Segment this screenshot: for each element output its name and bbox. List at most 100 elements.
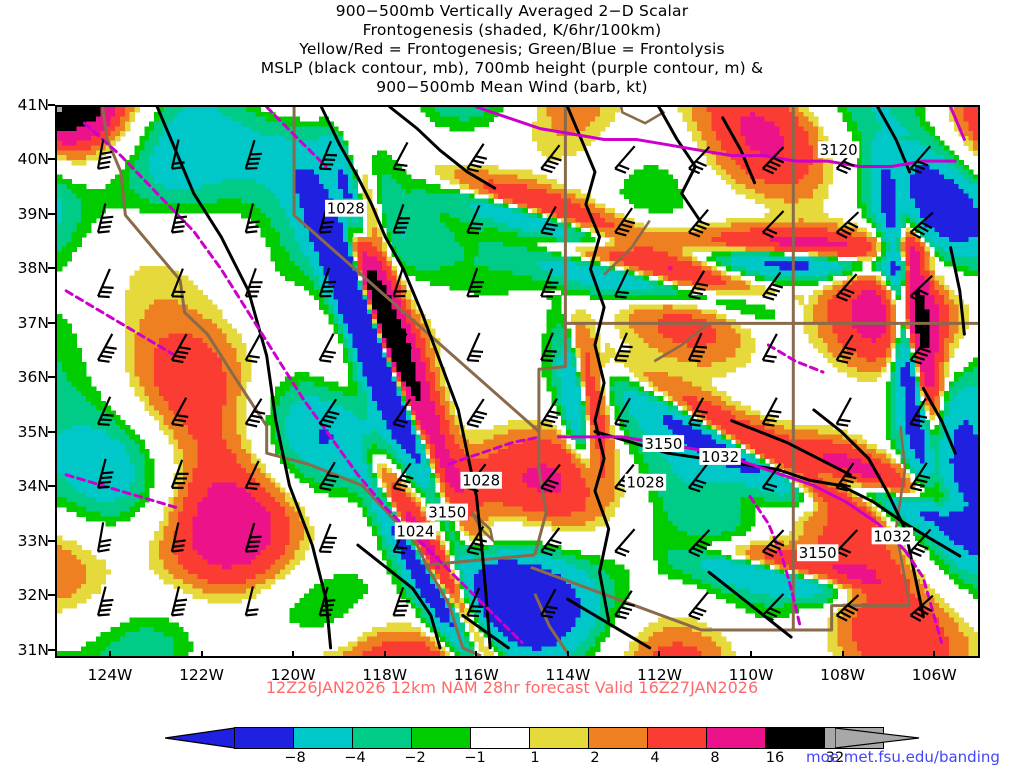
- wind-barb: [96, 203, 114, 234]
- wind-barb: [687, 397, 708, 427]
- mslp-contour-label: 1032: [871, 527, 914, 545]
- x-tick-mark: [475, 651, 478, 658]
- wind-barb: [688, 591, 709, 621]
- y-tick-label: 33N: [17, 531, 49, 550]
- wind-barb: [614, 528, 636, 557]
- colorbar-band: [529, 727, 589, 749]
- wind-barb: [688, 146, 711, 175]
- colorbar-tick: −8: [284, 750, 306, 766]
- wind-barb: [466, 332, 484, 363]
- wind-barb: [909, 462, 931, 492]
- y-tick-label: 39N: [17, 204, 49, 223]
- wind-barb: [392, 141, 409, 172]
- wind-barb: [762, 210, 785, 239]
- colorbar-tick: −2: [404, 750, 426, 766]
- wind-barb: [614, 332, 633, 362]
- title-line-1: 900−500mb Vertically Averaged 2−D Scalar: [335, 2, 689, 20]
- map-plot-area: 1028 1028 1024 1028 1032 1032 3120 3150 3150 3150: [55, 105, 980, 658]
- wind-barb: [835, 273, 858, 302]
- wind-barb: [392, 586, 410, 617]
- colorbar-over-arrow: [835, 727, 920, 749]
- wind-barb: [244, 586, 259, 617]
- wind-barb: [687, 270, 709, 300]
- height-contour-label: 3150: [426, 504, 469, 522]
- wind-barb: [170, 203, 188, 234]
- wind-barb: [835, 397, 852, 427]
- colorbar-band: [470, 727, 530, 749]
- wind-barb: [318, 461, 339, 491]
- wind-barb: [96, 139, 113, 170]
- x-tick-label: 116W: [453, 666, 499, 684]
- source-url-link[interactable]: moe.met.fsu.edu/banding: [806, 748, 1000, 766]
- x-tick-label: 122W: [179, 666, 224, 684]
- geography-layer: [101, 107, 978, 656]
- wind-barb: [170, 586, 188, 617]
- wind-barb: [392, 267, 407, 298]
- colorbar: −8 −4 −2 −1 1 2 4 8 16 32: [165, 727, 920, 768]
- svg-text:1032: 1032: [701, 448, 739, 466]
- y-tick-mark: [48, 539, 55, 542]
- wind-barb: [540, 463, 561, 493]
- x-tick-label: 106W: [911, 666, 957, 684]
- wind-barb: [466, 143, 488, 173]
- wind-barb: [909, 335, 932, 365]
- colorbar-band: [352, 727, 412, 749]
- wind-barb: [170, 139, 185, 170]
- colorbar-tick: 1: [530, 750, 540, 766]
- wind-barb: [392, 398, 412, 428]
- y-tick-mark: [48, 594, 55, 597]
- x-tick-label: 118W: [362, 666, 408, 684]
- wind-barb: [170, 268, 186, 298]
- y-tick-label: 37N: [17, 313, 49, 332]
- y-tick-mark: [48, 158, 55, 161]
- frontogenesis-map: 1028 1028 1024 1028 1032 1032 3120 3150 3150 3150: [57, 107, 978, 656]
- y-tick-label: 36N: [17, 368, 49, 387]
- x-tick-mark: [933, 651, 936, 658]
- height-contour-label: 3150: [642, 435, 685, 453]
- wind-barb: [392, 332, 412, 363]
- wind-barb: [687, 332, 707, 363]
- wind-barb: [761, 333, 778, 363]
- wind-barb: [614, 269, 630, 299]
- wind-barb: [170, 459, 189, 489]
- colorbar-tick: 16: [765, 750, 785, 766]
- x-tick-mark: [108, 651, 111, 658]
- colorbar-under-arrow: [165, 727, 236, 749]
- wind-barb: [762, 529, 785, 558]
- mslp-contours: [155, 107, 966, 650]
- wind-barb: [244, 139, 262, 170]
- svg-text:1028: 1028: [626, 474, 664, 492]
- y-tick-label: 35N: [17, 422, 49, 441]
- y-tick-mark: [48, 321, 55, 324]
- svg-text:1028: 1028: [462, 472, 500, 490]
- x-tick-label: 108W: [820, 666, 866, 684]
- y-tick-label: 41N: [17, 96, 49, 114]
- wind-barb: [244, 522, 262, 553]
- x-tick-label: 124W: [87, 666, 133, 684]
- wind-barb: [318, 333, 336, 363]
- wind-barb: [318, 586, 336, 617]
- model-run-caption: 12Z26JAN2026 12km NAM 28hr forecast Vali…: [265, 678, 759, 697]
- wind-barb: [688, 463, 709, 493]
- x-tick-mark: [566, 651, 569, 658]
- wind-barb: [688, 529, 711, 558]
- y-tick-mark: [48, 104, 55, 106]
- y-tick-label: 38N: [17, 259, 49, 278]
- title-line-3: Yellow/Red = Frontogenesis; Green/Blue =…: [299, 40, 725, 58]
- svg-text:1032: 1032: [873, 527, 911, 545]
- wind-barb: [170, 397, 189, 427]
- mslp-contour-label: 1028: [460, 472, 502, 490]
- height-contour-label: 3150: [796, 544, 839, 562]
- wind-barb: [540, 332, 557, 362]
- svg-text:1028: 1028: [327, 200, 365, 218]
- svg-text:3150: 3150: [428, 504, 466, 522]
- wind-barb: [909, 274, 933, 303]
- x-tick-mark: [841, 651, 844, 658]
- colorbar-band: [411, 727, 471, 749]
- x-tick-label: 114W: [545, 666, 591, 684]
- wind-barb: [540, 205, 558, 236]
- y-tick-mark: [48, 212, 55, 215]
- wind-barb: [540, 588, 558, 619]
- wind-barb: [170, 333, 191, 364]
